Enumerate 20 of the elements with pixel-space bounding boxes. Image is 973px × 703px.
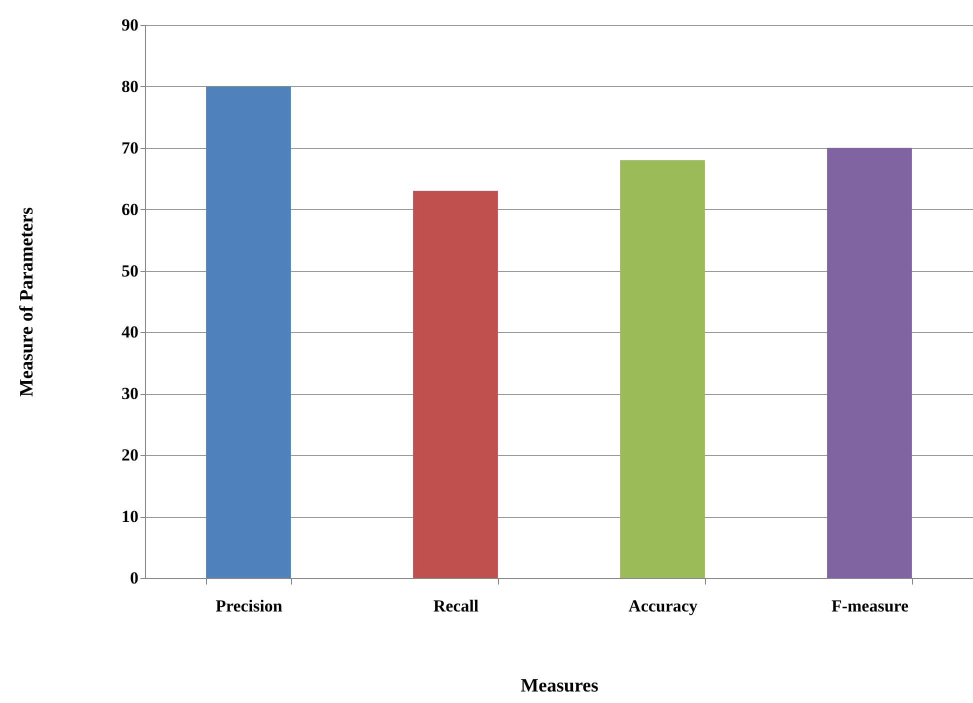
x-tick-label: F-measure	[831, 596, 910, 616]
x-tick-label: Recall	[433, 596, 479, 616]
y-tick-label: 20	[122, 446, 138, 465]
y-tick-label: 10	[122, 507, 138, 526]
bar	[413, 190, 498, 578]
bar	[206, 86, 291, 578]
bar	[620, 160, 705, 578]
x-tick-label: Accuracy	[628, 596, 698, 616]
y-tick-label: 90	[122, 16, 138, 34]
y-tick-label: 30	[122, 384, 138, 404]
y-tick-label: 70	[122, 138, 138, 158]
y-tick-label: 0	[130, 568, 138, 588]
y-axis-title: Measure of Parameters	[16, 207, 38, 397]
x-axis-title: Measures	[520, 676, 598, 696]
bar	[827, 148, 912, 578]
y-tick-label: 50	[122, 261, 138, 280]
y-tick-label: 40	[122, 322, 138, 342]
y-tick-label: 80	[122, 76, 138, 96]
x-tick-label: Precision	[216, 596, 283, 616]
y-tick-label: 60	[122, 200, 138, 219]
